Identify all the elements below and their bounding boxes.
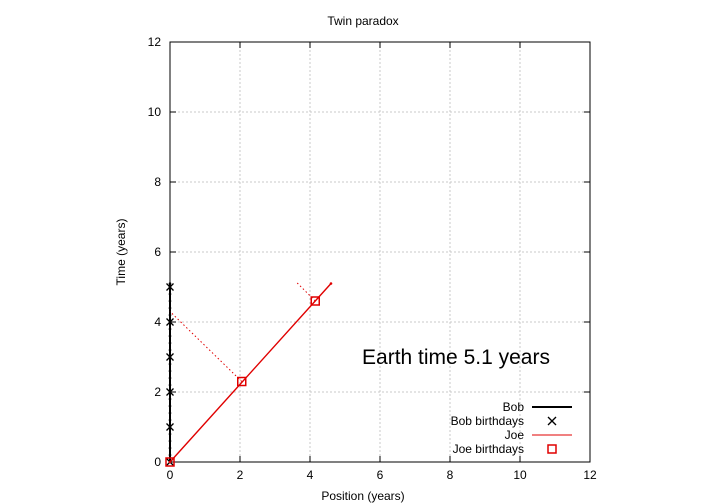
chart-title: Twin paradox (327, 14, 398, 28)
legend-label-bob: Bob (503, 400, 525, 414)
series-1-birthday-marker-2 (166, 388, 174, 396)
ticks-layer: 0 2 4 6 8 10 12 0 2 4 6 8 10 12 (148, 35, 597, 482)
series-0-point-14 (168, 362, 172, 366)
x-tick-label-2: 4 (307, 468, 314, 482)
series-0-point-4 (168, 432, 172, 436)
series-2-point-1 (329, 282, 333, 285)
grid-layer (170, 42, 590, 462)
earth-time-annotation: Earth time 5.1 years (362, 346, 550, 369)
y-tick-label-4: 8 (154, 175, 161, 189)
x-tick-label-3: 6 (377, 468, 384, 482)
series-0-point-6 (168, 418, 172, 422)
series-0-point-26 (168, 282, 172, 285)
series-0-point-21 (168, 313, 172, 317)
series-1-birthday-marker-1 (166, 423, 174, 431)
legend-swatch-joe-birthdays (547, 444, 557, 454)
legend-label-joe-birthdays: Joe birthdays (453, 442, 524, 456)
series-2-worldline (169, 283, 332, 463)
series-0-point-3 (168, 439, 172, 443)
y-axis-label: Time (years) (114, 219, 128, 286)
y-tick-label-1: 2 (154, 385, 161, 399)
y-tick-label-0: 0 (154, 455, 161, 469)
series-0-point-9 (168, 397, 172, 401)
series-3-birthday-marker-0 (165, 457, 175, 467)
series-3-birthday-marker-1 (237, 376, 247, 387)
x-tick-label-0: 0 (167, 468, 174, 482)
series-1-birthday-marker-4 (166, 318, 174, 326)
legend-label-bob-birthdays: Bob birthdays (451, 414, 524, 428)
series-0-point-1 (168, 453, 172, 457)
series-0-point-24 (168, 292, 172, 296)
series-0-point-17 (168, 341, 172, 345)
y-tick-label-2: 4 (154, 315, 161, 329)
x-tick-label-1: 2 (237, 468, 244, 482)
y-tick-label-5: 10 (148, 105, 162, 119)
y-tick-label-6: 12 (148, 35, 162, 49)
series-2-point-0 (168, 460, 172, 464)
series-layer (165, 281, 333, 467)
series-5-signal-line (295, 281, 316, 302)
series-0-point-11 (168, 383, 172, 387)
series-0-point-19 (168, 327, 172, 331)
series-0-point-2 (168, 446, 172, 450)
series-0-point-7 (168, 411, 172, 415)
series-1-birthday-marker-3 (166, 353, 174, 361)
series-0-point-18 (168, 334, 172, 338)
legend: Bob Bob birthdays Joe Joe birthdays (451, 400, 572, 456)
series-1-birthday-marker-5 (166, 283, 174, 291)
series-3-birthday-marker-2 (310, 296, 320, 306)
series-0-point-16 (168, 348, 172, 352)
series-0-point-8 (168, 404, 172, 408)
series-0-point-22 (168, 306, 172, 310)
series-0-point-13 (168, 369, 172, 373)
x-axis-label: Position (years) (321, 489, 404, 503)
series-0-point-12 (168, 376, 172, 380)
series-4-signal-line (169, 311, 243, 382)
x-tick-label-5: 10 (513, 468, 527, 482)
y-tick-label-3: 6 (154, 245, 161, 259)
series-0-point-23 (168, 299, 172, 303)
legend-label-joe: Joe (505, 428, 525, 442)
legend-swatch-bob-birthdays (547, 416, 557, 426)
x-tick-label-6: 12 (583, 468, 597, 482)
x-tick-label-4: 8 (447, 468, 454, 482)
